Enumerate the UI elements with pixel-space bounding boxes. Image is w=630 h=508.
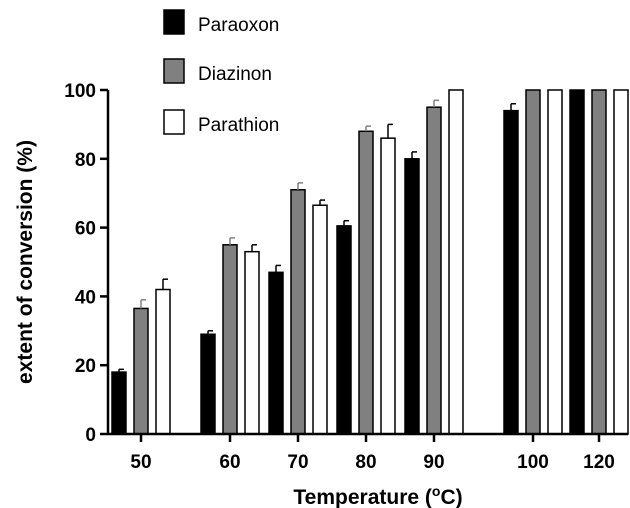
legend-label-diazinon: Diazinon (198, 64, 272, 85)
bar-paraoxon-60 (200, 333, 216, 435)
x-axis-title-suffix: C) (440, 486, 462, 508)
bar-paraoxon-50 (111, 371, 127, 435)
bar-diazinon-80 (358, 130, 374, 435)
bar-paraoxon-100 (503, 109, 519, 435)
y-tick-label-60: 60 (75, 219, 96, 240)
bar-paraoxon-90 (404, 158, 420, 435)
legend-swatch-diazinon (163, 58, 185, 84)
bar-parathion-50 (155, 288, 171, 435)
y-tick-label-80: 80 (75, 150, 96, 171)
bar-parathion-100 (547, 89, 563, 435)
x-axis-title-main: Temperature ( (293, 486, 431, 508)
legend: Paraoxon Diazinon Parathion (163, 9, 279, 136)
y-tick-label-100: 100 (64, 81, 96, 102)
bar-paraoxon-70 (268, 271, 284, 435)
x-tick-label-120: 120 (583, 452, 615, 473)
bar-diazinon-100 (525, 89, 541, 435)
bar-parathion-80 (380, 137, 396, 435)
legend-swatch-parathion (163, 109, 185, 135)
bar-paraoxon-80 (336, 225, 352, 435)
x-tick-label-80: 80 (355, 452, 376, 473)
bar-diazinon-120 (591, 89, 607, 435)
bar-diazinon-60 (222, 244, 238, 435)
y-tick-label-40: 40 (75, 287, 96, 308)
x-tick-label-90: 90 (423, 452, 444, 473)
bar-diazinon-90 (426, 106, 442, 435)
legend-label-paraoxon: Paraoxon (198, 15, 279, 36)
x-tick-label-50: 50 (130, 452, 151, 473)
legend-swatch-paraoxon (163, 9, 185, 35)
bars (111, 89, 629, 435)
y-axis: 0 20 40 60 80 100 (64, 81, 110, 446)
x-tick-label-100: 100 (517, 452, 549, 473)
bar-parathion-120 (613, 89, 629, 435)
y-tick-label-20: 20 (75, 356, 96, 377)
x-axis-title: Temperature (oC) (293, 483, 462, 508)
bar-parathion-60 (244, 250, 260, 435)
bar-parathion-70 (312, 204, 328, 435)
bar-diazinon-50 (133, 307, 149, 435)
bar-parathion-90 (448, 89, 464, 435)
bar-paraoxon-120 (569, 89, 585, 435)
x-tick-label-60: 60 (219, 452, 240, 473)
y-tick-label-0: 0 (85, 425, 96, 446)
x-axis: 50 60 70 80 90 100 120 (108, 432, 628, 473)
bar-diazinon-70 (290, 189, 306, 435)
x-axis-title-sup: o (432, 483, 441, 499)
x-tick-label-70: 70 (287, 452, 308, 473)
y-axis-title: extent of conversion (%) (14, 140, 37, 384)
legend-label-parathion: Parathion (198, 115, 279, 136)
